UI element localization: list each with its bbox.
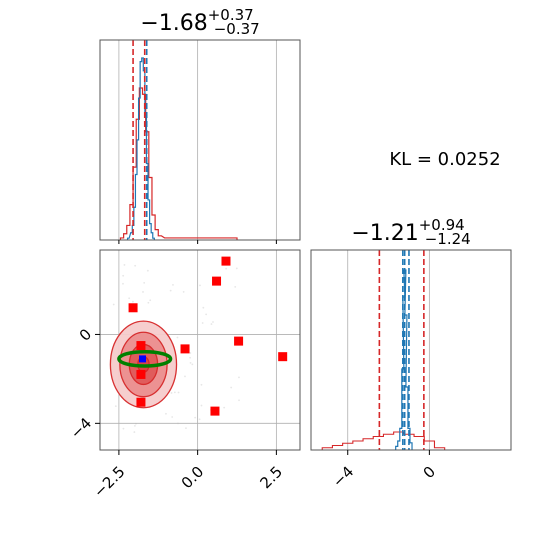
sample-dot: [200, 383, 203, 386]
scatter-x-tick-label: 0.0: [178, 463, 208, 493]
sample-dot: [169, 289, 172, 292]
hist-y-title-lower: −1.24: [425, 230, 471, 248]
scatter-x-tick-label: −2.5: [90, 463, 128, 501]
green-ellipse: [117, 350, 173, 368]
sample-dot: [184, 375, 186, 378]
sample-dot: [177, 422, 179, 425]
hist-y-frame: [310, 249, 512, 451]
scatter-x-tick-label: 2.5: [256, 463, 286, 493]
sample-dot: [185, 427, 187, 430]
data-layer: [109, 40, 446, 450]
sample-dot: [235, 267, 238, 270]
sample-dot: [146, 269, 149, 272]
hist-y-red-step: [321, 431, 446, 450]
red-square-marker: [180, 344, 190, 354]
hist-x-title-lower: −0.37: [214, 20, 260, 38]
hist-x-frame: [99, 39, 301, 241]
red-square-marker: [212, 276, 222, 286]
red-square-marker: [136, 341, 146, 351]
red-square-marker: [136, 397, 146, 407]
sample-dot: [198, 418, 201, 421]
scatter-y-tick-label: 0: [76, 325, 95, 344]
hist-y-blue-step: [395, 269, 413, 450]
sample-dot: [122, 274, 125, 277]
sample-dot: [132, 300, 134, 303]
sample-dot: [234, 286, 237, 288]
sample-dot: [142, 291, 144, 293]
sample-dot: [225, 267, 228, 270]
red-square-marker: [128, 303, 138, 313]
sample-dot: [189, 356, 191, 359]
scatter-frame: [99, 249, 301, 451]
sample-dot: [176, 336, 179, 339]
red-square-marker: [210, 406, 220, 416]
sample-dot: [212, 321, 214, 323]
sample-dot: [135, 422, 137, 425]
sample-dot: [123, 264, 126, 266]
red-square-marker: [234, 336, 244, 346]
scatter-y-tick-label: −4: [67, 414, 95, 442]
sample-dot: [134, 264, 137, 267]
sample-dot: [189, 361, 192, 364]
sample-dot: [194, 416, 197, 419]
kl-value-label: KL = 0.0252: [389, 149, 500, 170]
sample-dot: [205, 313, 208, 316]
hist-y-title-upper: +0.94: [419, 216, 465, 234]
sample-dot: [114, 405, 117, 408]
sample-dot: [171, 416, 174, 418]
hist-x-title: −1.68+0.37 −0.37: [140, 6, 259, 38]
sample-dot: [189, 352, 192, 354]
sample-dot: [223, 406, 226, 409]
hist-y-title: −1.21+0.94 −1.24: [351, 216, 470, 248]
sample-dot: [165, 412, 167, 415]
red-square-marker: [221, 256, 231, 266]
hist-y-title-main: −1.21: [351, 221, 418, 246]
sample-dot: [134, 425, 136, 427]
sample-dot: [201, 322, 204, 324]
sample-dot: [210, 323, 213, 325]
hist-x-title-upper: +0.37: [208, 6, 254, 24]
sample-dot: [122, 427, 125, 430]
red-square-marker: [278, 352, 288, 362]
sample-dot: [149, 299, 152, 302]
hist-y-x-tick-label: −4: [329, 463, 357, 491]
blue-square-marker: [139, 355, 147, 363]
sample-dot: [173, 391, 176, 394]
sample-dot: [170, 392, 173, 394]
sample-dot: [177, 391, 180, 394]
sample-dot: [238, 399, 240, 402]
hist-x-blue-step: [126, 57, 155, 240]
sample-dot: [202, 306, 205, 309]
hist-x-title-main: −1.68: [140, 11, 207, 36]
sample-dot: [133, 431, 136, 433]
sample-dot: [147, 301, 150, 304]
hist-y-x-tick-label: 0: [420, 463, 439, 482]
sample-dot: [128, 297, 131, 300]
red-square-marker: [136, 369, 146, 379]
hist-x-red-step: [119, 87, 238, 240]
sample-dot: [172, 283, 174, 286]
sample-dot: [143, 282, 146, 284]
text-layer: KL = 0.0252 −1.68+0.37 −0.37−1.21+0.94 −1.…: [67, 6, 501, 501]
sample-dot: [112, 303, 115, 306]
sample-dot: [238, 376, 240, 379]
sample-dot: [200, 404, 203, 407]
sample-dot: [199, 284, 201, 287]
sample-dot: [191, 363, 194, 366]
frames-layer: [95, 39, 512, 455]
sample-dot: [182, 291, 185, 293]
sample-dot: [230, 386, 233, 389]
sample-dot: [122, 282, 124, 285]
